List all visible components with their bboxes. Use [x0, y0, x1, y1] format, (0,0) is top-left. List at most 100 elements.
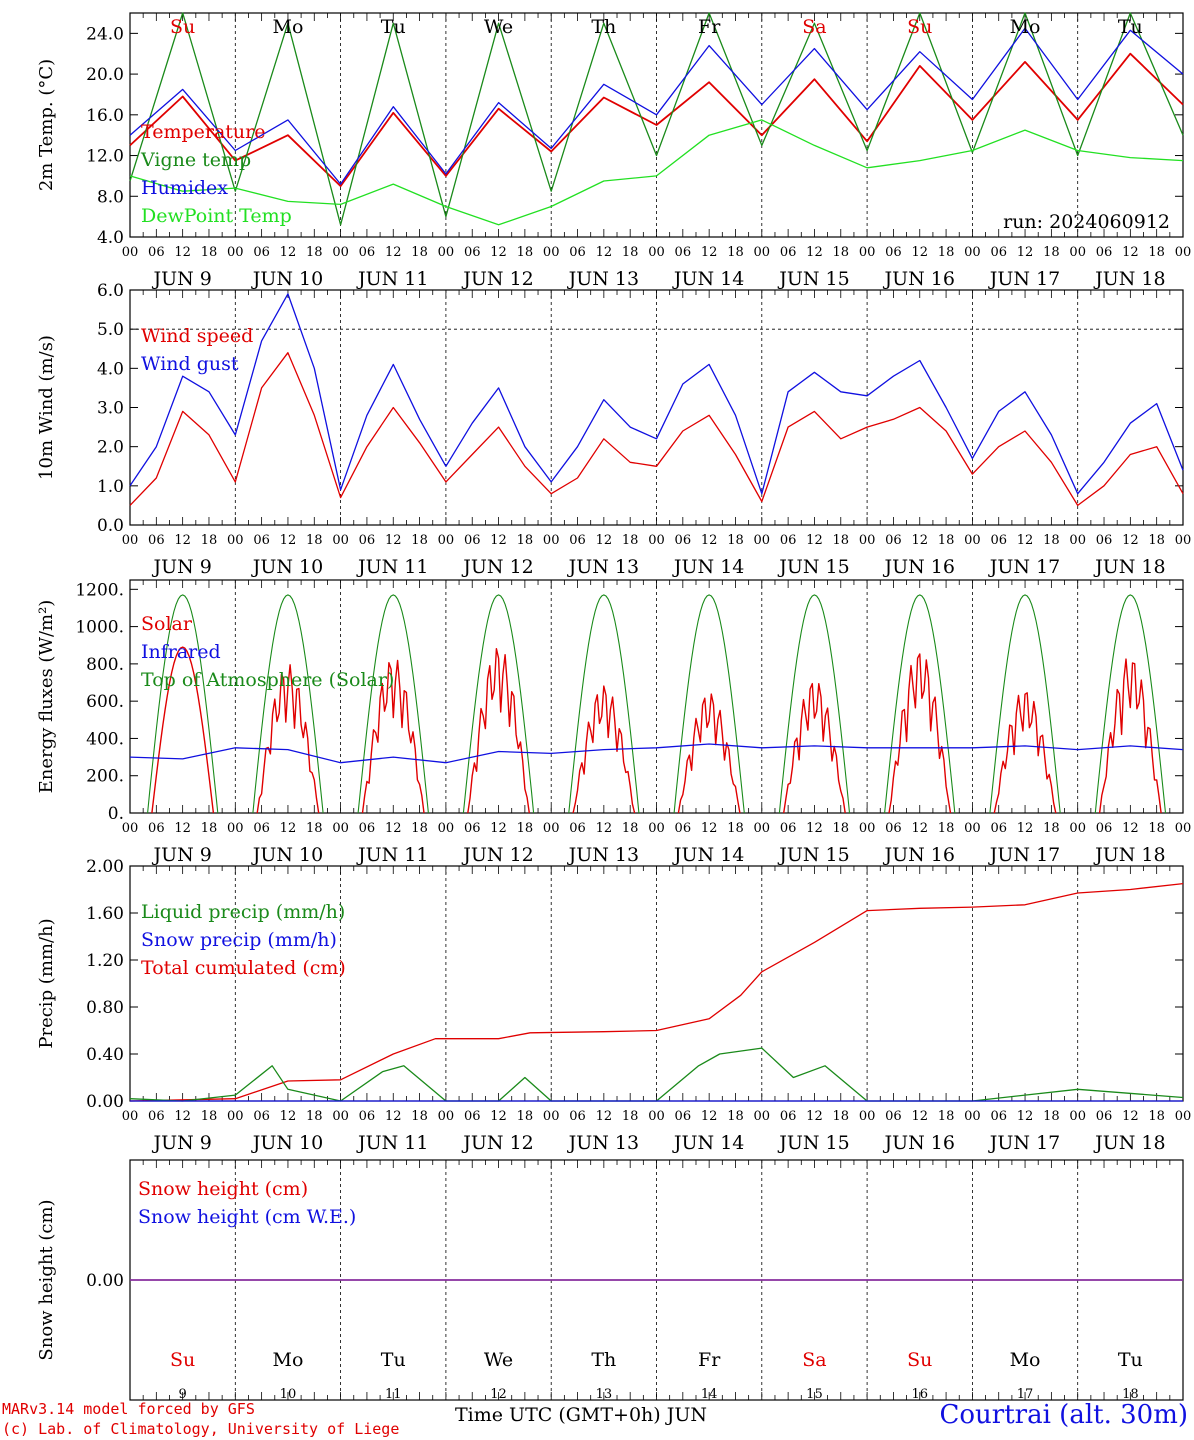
series-infrared [129, 743, 1184, 764]
day-label: JUN 11 [356, 556, 428, 578]
day-label: JUN 16 [883, 1132, 955, 1154]
hour-label: 18 [938, 533, 955, 548]
hour-label: 18 [833, 245, 850, 260]
series-toa-solar [989, 594, 1061, 814]
hour-label: 12 [490, 1109, 507, 1124]
series-toa-solar [1094, 594, 1167, 814]
hour-label: 12 [174, 821, 191, 836]
hour-label: 06 [780, 245, 797, 260]
hour-label: 00 [543, 821, 560, 836]
hour-label: 00 [1175, 1109, 1192, 1124]
y-tick-label: 16.0 [86, 106, 124, 126]
hour-label: 12 [806, 245, 823, 260]
hour-label: 00 [754, 821, 771, 836]
hour-label: 12 [1122, 821, 1139, 836]
hour-label: 06 [464, 245, 481, 260]
day-label: JUN 18 [1093, 1132, 1165, 1154]
hour-label: 06 [569, 821, 586, 836]
hour-label: 00 [122, 1109, 139, 1124]
legend-entry: Solar [141, 613, 193, 635]
weekday-label: Mo [1010, 1349, 1041, 1371]
hour-label: 06 [464, 821, 481, 836]
day-label: JUN 15 [777, 844, 849, 866]
credit-line-1: MARv3.14 model forced by GFS [2, 1400, 255, 1418]
y-tick-label: 2.0 [97, 438, 124, 458]
station-label: Courtrai (alt. 30m) [939, 1400, 1189, 1430]
series-solar [888, 653, 952, 814]
series-solar [677, 693, 741, 814]
hour-label: 12 [385, 1109, 402, 1124]
hour-label: 12 [701, 821, 718, 836]
day-number: 11 [385, 1387, 402, 1402]
hour-label: 00 [122, 245, 139, 260]
hour-label: 18 [1043, 245, 1060, 260]
hour-label: 12 [701, 1109, 718, 1124]
weekday-label: Fr [698, 16, 721, 38]
hour-label: 00 [648, 533, 665, 548]
day-label: JUN 18 [1093, 268, 1165, 290]
hour-label: 06 [464, 1109, 481, 1124]
hour-label: 12 [490, 245, 507, 260]
series-vigne-temp [129, 12, 1184, 226]
hour-label: 00 [332, 1109, 349, 1124]
hour-label: 00 [964, 1109, 981, 1124]
y-tick-label: 1.0 [97, 477, 124, 497]
hour-label: 18 [517, 821, 534, 836]
hour-label: 18 [938, 245, 955, 260]
hour-label: 06 [990, 1109, 1007, 1124]
hour-label: 06 [148, 821, 165, 836]
y-tick-label: 1000. [75, 618, 124, 638]
hour-label: 12 [1122, 1109, 1139, 1124]
weekday-label: Sa [802, 1349, 826, 1371]
y-tick-label: 800. [86, 655, 124, 675]
y-tick-label: 1.20 [86, 951, 124, 971]
legend-entry: Wind speed [141, 325, 253, 347]
hour-label: 12 [280, 1109, 297, 1124]
weekday-label: Fr [698, 1349, 721, 1371]
hour-label: 12 [174, 1109, 191, 1124]
y-tick-label: 600. [86, 692, 124, 712]
day-label: JUN 11 [356, 268, 428, 290]
hour-label: 06 [990, 245, 1007, 260]
hour-label: 12 [911, 245, 928, 260]
day-label: JUN 16 [883, 556, 955, 578]
weekday-label: Su [170, 16, 195, 38]
weekday-label: Th [591, 1349, 616, 1371]
hour-label: 12 [174, 245, 191, 260]
day-number: 10 [280, 1387, 297, 1402]
y-tick-label: 400. [86, 729, 124, 749]
hour-label: 18 [622, 1109, 639, 1124]
hour-label: 18 [1148, 821, 1165, 836]
hour-label: 00 [332, 821, 349, 836]
hour-label: 18 [306, 245, 323, 260]
series-total-cumulated-cm- [129, 882, 1184, 1102]
hour-label: 18 [517, 1109, 534, 1124]
legend-entry: Vigne temp [140, 149, 251, 171]
day-label: JUN 17 [988, 268, 1060, 290]
day-number: 12 [490, 1387, 507, 1402]
hour-label: 12 [596, 533, 613, 548]
y-tick-label: 12.0 [86, 147, 124, 167]
hour-label: 06 [359, 1109, 376, 1124]
hour-label: 00 [754, 533, 771, 548]
day-label: JUN 17 [988, 556, 1060, 578]
hour-label: 12 [596, 821, 613, 836]
hour-label: 18 [411, 245, 428, 260]
hour-label: 00 [859, 821, 876, 836]
y-tick-label: 3.0 [97, 399, 124, 419]
hour-label: 06 [253, 533, 270, 548]
series-solar [151, 646, 215, 814]
day-label: JUN 13 [567, 268, 639, 290]
hour-label: 06 [990, 821, 1007, 836]
legend-entry: Top of Atmosphere (Solar) [141, 669, 394, 691]
legend-entry: Total cumulated (cm) [141, 957, 346, 979]
legend-entry: Temperature [141, 121, 265, 143]
hour-label: 00 [1175, 245, 1192, 260]
hour-label: 18 [306, 1109, 323, 1124]
day-label: JUN 15 [777, 268, 849, 290]
hour-label: 18 [517, 245, 534, 260]
y-axis-label: 10m Wind (m/s) [36, 335, 57, 480]
series-toa-solar [357, 594, 429, 814]
legend-entry: Wind gust [141, 353, 239, 375]
day-label: JUN 13 [567, 1132, 639, 1154]
